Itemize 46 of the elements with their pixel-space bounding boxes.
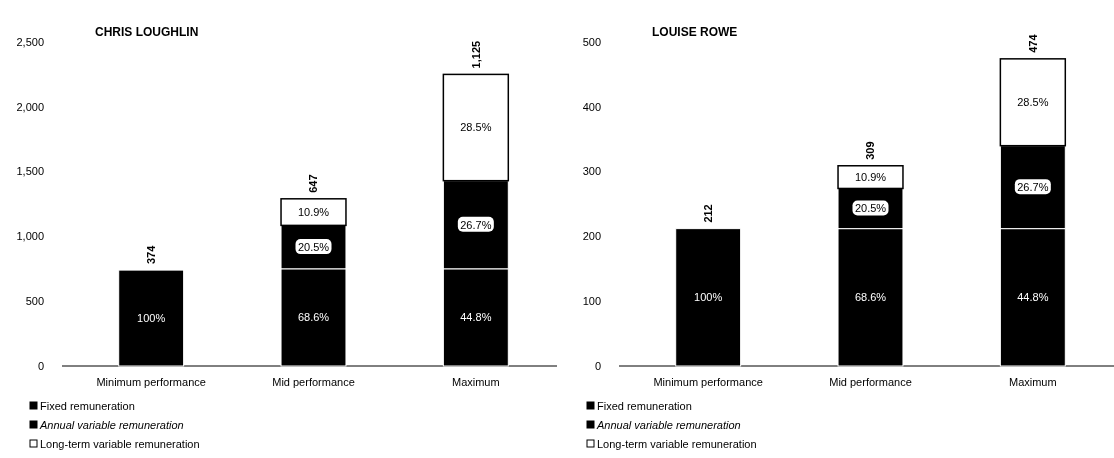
annotation: 474: [1026, 33, 1039, 53]
annotation: 44.8%: [1017, 291, 1049, 304]
annotation: 647: [307, 174, 320, 193]
annotation: 28.5%: [1017, 96, 1049, 109]
legend-label: Fixed remuneration: [40, 400, 135, 412]
annotation: 309: [864, 141, 877, 160]
y-tick-label: 2,500: [16, 35, 44, 48]
annotation: 100%: [137, 311, 166, 324]
annotation: 28.5%: [460, 121, 492, 134]
y-tick-label: 100: [582, 295, 601, 308]
y-tick-label: 1,000: [16, 230, 44, 243]
chart-title: LOUISE ROWE: [652, 25, 738, 39]
y-tick-label: 500: [582, 35, 601, 48]
annotation: 10.9%: [854, 170, 887, 183]
legend-label: Annual variable remuneration: [39, 419, 184, 431]
annotation: 20.5%: [297, 240, 330, 253]
annotation: 68.6%: [297, 311, 330, 324]
legend-label: Fixed remuneration: [597, 400, 692, 412]
annotation: 10.9%: [297, 205, 330, 218]
annotation: 26.7%: [460, 218, 492, 231]
y-tick-label: 400: [582, 100, 601, 113]
annotation: 20.5%: [854, 202, 887, 215]
x-tick-label: Mid performance: [829, 376, 912, 388]
annotation: 68.6%: [854, 291, 887, 304]
legend-label: Annual variable remuneration: [596, 419, 741, 431]
annotation: 100%: [694, 291, 723, 304]
annotation: 26.7%: [1017, 181, 1049, 193]
y-tick-label: 2,000: [16, 100, 44, 113]
annotation: 44.8%: [460, 311, 492, 324]
annotation: 1,125: [469, 40, 482, 69]
y-tick-label: 0: [594, 359, 601, 372]
x-tick-label: Maximum: [1009, 376, 1057, 388]
y-tick-label: 300: [582, 165, 601, 178]
y-tick-label: 200: [582, 230, 601, 243]
y-tick-label: 1,500: [16, 165, 44, 178]
y-tick-label: 500: [25, 295, 44, 308]
x-tick-label: Minimum performance: [653, 376, 763, 388]
x-tick-label: Minimum performance: [96, 376, 206, 388]
legend-label: Long-term variable remuneration: [597, 438, 757, 450]
y-tick-label: 0: [37, 359, 44, 372]
chart-title: CHRIS LOUGHLIN: [95, 25, 199, 39]
x-tick-label: Maximum: [452, 376, 500, 388]
annotation: 212: [702, 204, 715, 223]
x-tick-label: Mid performance: [272, 376, 355, 388]
legend-label: Long-term variable remuneration: [40, 438, 200, 450]
annotation: 374: [145, 244, 158, 265]
